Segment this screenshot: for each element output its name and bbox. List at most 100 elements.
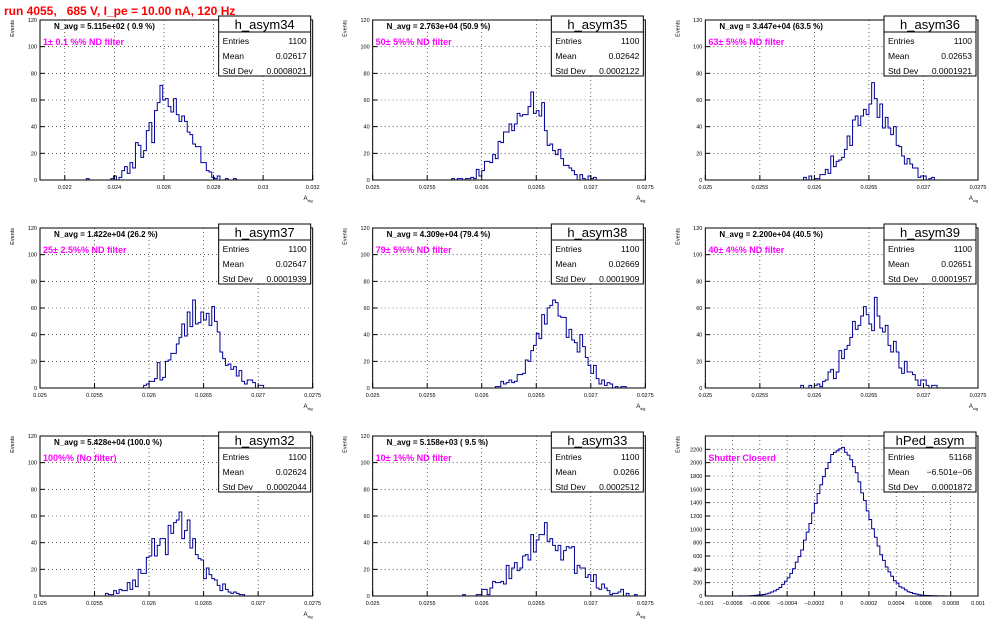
y-tick-label: 1200 (690, 514, 702, 520)
histogram-line (40, 84, 313, 181)
stats-label: Mean (888, 51, 910, 61)
y-tick-label: 100 (28, 461, 37, 467)
stats-value: 1100 (621, 36, 640, 46)
stats-label: Mean (223, 259, 245, 269)
x-tick-label: 0.025 (33, 601, 47, 607)
stats-title: h_asym33 (567, 433, 627, 448)
y-tick-label: 2000 (690, 461, 702, 467)
chart-panel: 0.025 0.0255 0.026 0.0265 0.027 0.0275 0 20 40 60… (675, 223, 987, 411)
y-tick-label: 80 (696, 71, 702, 77)
x-axis-title: Asig (969, 196, 978, 203)
stats-label: Std Dev (223, 274, 254, 284)
y-tick-label: 600 (693, 554, 702, 560)
n-avg-label: N_avg = 5.158e+03 ( 9.5 %) (387, 438, 489, 447)
x-tick-label: −0.0002 (804, 601, 824, 607)
y-tick-label: 20 (31, 359, 37, 365)
stats-box (218, 15, 312, 77)
chart-panel: 0.022 0.024 0.026 0.028 0.03 0.032 0 20 40 60 80 10… (10, 15, 320, 203)
n-avg-label: N_avg = 5.115e+02 ( 0.9 %) (54, 22, 155, 31)
chart-panel: −0.001 −0.0008 −0.0006 −0.0004 −0.0002 0 0.000… (675, 431, 985, 607)
y-tick-label: 60 (364, 98, 370, 104)
x-tick-label: 0.0255 (419, 185, 436, 191)
stats-value: 1100 (621, 244, 640, 254)
y-tick-label: 120 (360, 18, 369, 24)
histogram-line (372, 522, 646, 597)
histogram-line (372, 91, 646, 181)
y-tick-label: 0 (367, 594, 370, 600)
x-tick-label: 0.025 (366, 185, 380, 191)
stats-value: 0.0001909 (599, 274, 639, 284)
x-tick-label: 0.027 (251, 393, 265, 399)
x-tick-label: 0.0265 (861, 185, 878, 191)
stats-box (218, 223, 312, 285)
y-tick-label: 60 (696, 306, 702, 312)
stats-value: 0.0001939 (266, 274, 306, 284)
x-tick-label: 0.0008 (942, 601, 959, 607)
x-tick-label: 0.025 (366, 393, 380, 399)
histogram-line (705, 296, 978, 389)
x-tick-label: 0.0006 (915, 601, 932, 607)
stats-title: h_asym38 (567, 225, 627, 240)
x-tick-label: 0.022 (58, 185, 72, 191)
y-tick-label: 40 (364, 125, 370, 131)
stats-box (218, 431, 312, 493)
stats-label: Std Dev (555, 482, 586, 492)
x-tick-label: 0.026 (157, 185, 171, 191)
y-tick-label: 60 (364, 514, 370, 520)
stats-value: 0.0002512 (599, 482, 639, 492)
y-tick-label: 100 (28, 45, 37, 51)
y-tick-label: 0 (699, 386, 702, 392)
x-tick-label: 0.0265 (195, 393, 212, 399)
stats-title: h_asym32 (235, 433, 295, 448)
stats-title: h_asym35 (567, 17, 627, 32)
stats-value: 1100 (288, 244, 307, 254)
y-axis-title: Events (343, 436, 349, 453)
stats-box (550, 431, 644, 493)
y-tick-label: 80 (364, 487, 370, 493)
x-tick-label: 0.027 (251, 601, 265, 607)
filter-label: 10± 1%% ND filter (376, 453, 452, 463)
stats-label: Entries (223, 36, 249, 46)
stats-value: 51168 (949, 452, 972, 462)
y-tick-label: 40 (696, 333, 702, 339)
filter-label: 79± 5%% ND filter (376, 245, 452, 255)
x-tick-label: 0.0002 (861, 601, 878, 607)
stats-box (883, 15, 977, 77)
stats-label: Std Dev (555, 274, 586, 284)
x-axis-title: Asig (304, 612, 313, 619)
y-tick-label: 0 (367, 178, 370, 184)
y-axis-title: Events (675, 20, 681, 37)
x-tick-label: 0.027 (584, 393, 598, 399)
x-axis-title: Asig (636, 196, 645, 203)
x-tick-label: 0.0275 (970, 393, 987, 399)
x-tick-label: −0.0008 (723, 601, 743, 607)
y-axis-title: Events (10, 20, 16, 37)
histogram-line (40, 511, 313, 597)
stats-label: Entries (223, 452, 249, 462)
filter-label: 100%% (No filter) (43, 453, 117, 463)
x-axis-title: Asig (304, 404, 313, 411)
y-tick-label: 40 (364, 333, 370, 339)
y-tick-label: 100 (28, 253, 37, 259)
stats-value: 0.02653 (941, 51, 972, 61)
y-tick-label: 80 (31, 487, 37, 493)
y-axis-title: Events (343, 228, 349, 245)
x-tick-label: 0.0275 (637, 393, 654, 399)
stats-value: 1100 (288, 452, 307, 462)
x-tick-label: 0.001 (971, 601, 985, 607)
y-tick-label: 80 (31, 279, 37, 285)
y-tick-label: 0 (34, 386, 37, 392)
stats-label: Std Dev (888, 66, 919, 76)
stats-label: Mean (555, 259, 577, 269)
x-tick-label: 0.0255 (419, 601, 436, 607)
x-tick-label: 0.0265 (528, 185, 545, 191)
stats-value: 0.02624 (276, 467, 307, 477)
x-tick-label: 0.026 (808, 185, 822, 191)
stats-label: Entries (223, 244, 249, 254)
chart-panel: 0.025 0.0255 0.026 0.0265 0.027 0.0275 0 20 40 60… (343, 223, 654, 411)
y-tick-label: 20 (696, 151, 702, 157)
y-tick-label: 120 (28, 434, 37, 440)
filter-label: 40± 4%% ND filter (708, 245, 784, 255)
x-tick-label: 0.0265 (861, 393, 878, 399)
x-tick-label: 0.026 (142, 393, 156, 399)
